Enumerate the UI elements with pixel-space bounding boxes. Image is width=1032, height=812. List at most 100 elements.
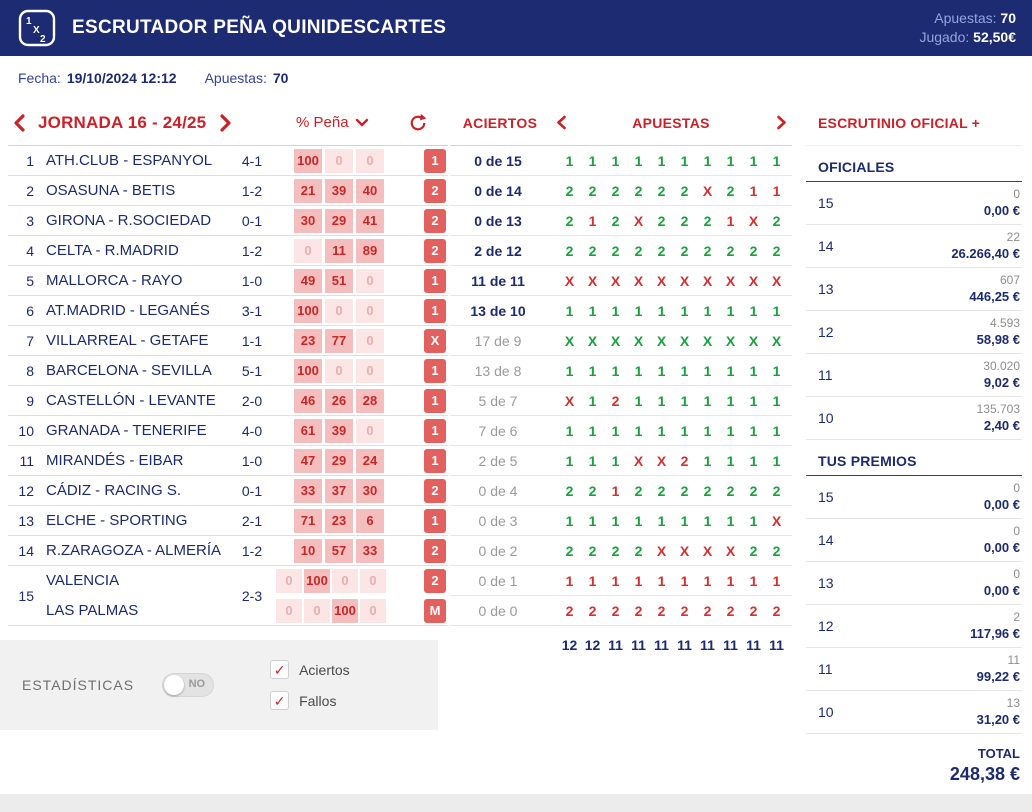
apuestas-header: APUESTAS (632, 114, 710, 131)
checkbox-icon: ✓ (270, 691, 290, 710)
totals-row: 12 12 11 11 11 11 11 11 11 11 (450, 630, 792, 660)
bets-next-button[interactable] (770, 112, 792, 134)
refresh-button[interactable] (408, 113, 428, 133)
header-apuestas: Apuestas: 70 (919, 9, 1016, 28)
oficiales-heading: OFICIALES (806, 152, 1022, 182)
bet-sign: 2 (680, 602, 689, 619)
bet-sign: 1 (565, 572, 574, 589)
match-row: 5 MALLORCA - RAYO 1-0 49 51 0 1 (8, 266, 448, 296)
prize-row: 12 4.593 58,98 € (806, 311, 1022, 354)
prize-values: 30.020 9,02 € (983, 359, 1020, 391)
bet-sign: X (564, 392, 575, 409)
match-name: CÁDIZ - RACING S. (46, 482, 182, 499)
result-sign: 2 (424, 538, 446, 563)
bet-sign: 2 (680, 212, 689, 229)
pct-cell: 51 (325, 268, 353, 293)
bet-sign: 1 (772, 152, 781, 169)
bet-sign: 1 (749, 182, 758, 199)
pena-percentages: 100 0 0 (294, 148, 384, 173)
prize-row: 10 135.703 2,40 € (806, 397, 1022, 440)
bet-sign: 1 (749, 302, 758, 319)
pct-cell: 39 (325, 178, 353, 203)
bet-sign: 1 (749, 512, 758, 529)
bet-sign: 1 (588, 362, 597, 379)
bet-sign: 2 (611, 182, 620, 199)
bet-sign: 1 (565, 362, 574, 379)
match-row: 4 CELTA - R.MADRID 1-2 0 11 89 2 (8, 236, 448, 266)
pct-cell: 23 (294, 328, 322, 353)
pena-percentages: 30 29 41 (294, 208, 384, 233)
bet-sign: 1 (680, 422, 689, 439)
app-logo-icon: 1 X 2 (18, 9, 56, 47)
bet-sign: X (702, 182, 713, 199)
match15-percentages: 0 100 0 0 0 0 100 0 (276, 568, 390, 623)
bet-sign: 1 (749, 422, 758, 439)
bet-sign: 1 (611, 512, 620, 529)
prize-category: 15 (818, 195, 834, 211)
aciertos-header: ACIERTOS (462, 114, 538, 131)
prize-category: 14 (818, 532, 834, 548)
prize-amount: 0,00 € (983, 540, 1020, 555)
bet-sign: 1 (565, 422, 574, 439)
bet-sign: 1 (749, 152, 758, 169)
prize-count: 135.703 (976, 402, 1020, 416)
jornada-header: JORNADA 16 - 24/25 % Peña (8, 100, 448, 146)
bet-sign: 1 (726, 512, 735, 529)
prize-category: 12 (818, 618, 834, 634)
match-name: ATH.CLUB - ESPANYOL (46, 152, 213, 169)
escrutinio-oficial-link[interactable]: ESCRUTINIO OFICIAL + (806, 100, 1022, 146)
match-score: 1-1 (241, 332, 263, 349)
bet-sign: 1 (657, 572, 666, 589)
bet-sign: 2 (565, 212, 574, 229)
jornada-next-button[interactable] (214, 112, 236, 134)
prize-amount: 9,02 € (983, 375, 1020, 390)
match-row: 1 ATH.CLUB - ESPANYOL 4-1 100 0 0 1 (8, 146, 448, 176)
bet-sign: 2 (588, 182, 597, 199)
bets-prev-button[interactable] (550, 112, 572, 134)
prize-amount: 0,00 € (983, 497, 1020, 512)
aciertos-checkbox[interactable]: ✓ Aciertos (270, 660, 350, 679)
bet-sign: 2 (588, 602, 597, 619)
bet-sign: X (679, 272, 690, 289)
footer-strip (0, 794, 1032, 812)
match-score: 2-0 (241, 392, 263, 409)
pena-dropdown[interactable]: % Peña (296, 114, 369, 131)
bet-sign: 2 (634, 542, 643, 559)
bet-sign: 1 (680, 572, 689, 589)
bet-sign: X (610, 332, 621, 349)
pct-cell: 37 (325, 478, 353, 503)
toggle-knob-icon (164, 675, 185, 695)
bet-sign: 2 (657, 212, 666, 229)
match-row: 2 OSASUNA - BETIS 1-2 21 39 40 2 (8, 176, 448, 206)
prize-amount: 446,25 € (969, 289, 1020, 304)
result-sign: 1 (424, 388, 446, 413)
match-number: 6 (26, 302, 34, 319)
pena-percentages: 100 0 0 (294, 298, 384, 323)
pct-cell: 0 (356, 328, 384, 353)
bet-sign: 1 (634, 572, 643, 589)
bet-sign: 2 (588, 242, 597, 259)
fallos-checkbox[interactable]: ✓ Fallos (270, 691, 350, 710)
bet-sign: 2 (772, 242, 781, 259)
aciertos-count: 0 de 14 (474, 182, 522, 199)
match-number: 9 (26, 392, 34, 409)
prize-category: 15 (818, 489, 834, 505)
match-row: 11 MIRANDÉS - EIBAR 1-0 47 29 24 1 (8, 446, 448, 476)
jornada-prev-button[interactable] (8, 112, 30, 134)
prize-amount: 2,40 € (983, 418, 1020, 433)
prize-count: 13 (1006, 696, 1020, 710)
bet-sign: 2 (588, 482, 597, 499)
statistics-toggle[interactable]: NO (162, 673, 215, 697)
match-row: 6 AT.MADRID - LEGANÉS 3-1 100 0 0 1 (8, 296, 448, 326)
pct-cell: 33 (356, 538, 384, 563)
bet-sign: 2 (565, 242, 574, 259)
prize-amount: 58,98 € (976, 332, 1020, 347)
prize-row: 13 607 446,25 € (806, 268, 1022, 311)
bet-sign: 1 (772, 302, 781, 319)
bet-sign: 1 (657, 422, 666, 439)
bet-sign: 1 (726, 452, 735, 469)
chevron-right-icon (776, 115, 786, 130)
